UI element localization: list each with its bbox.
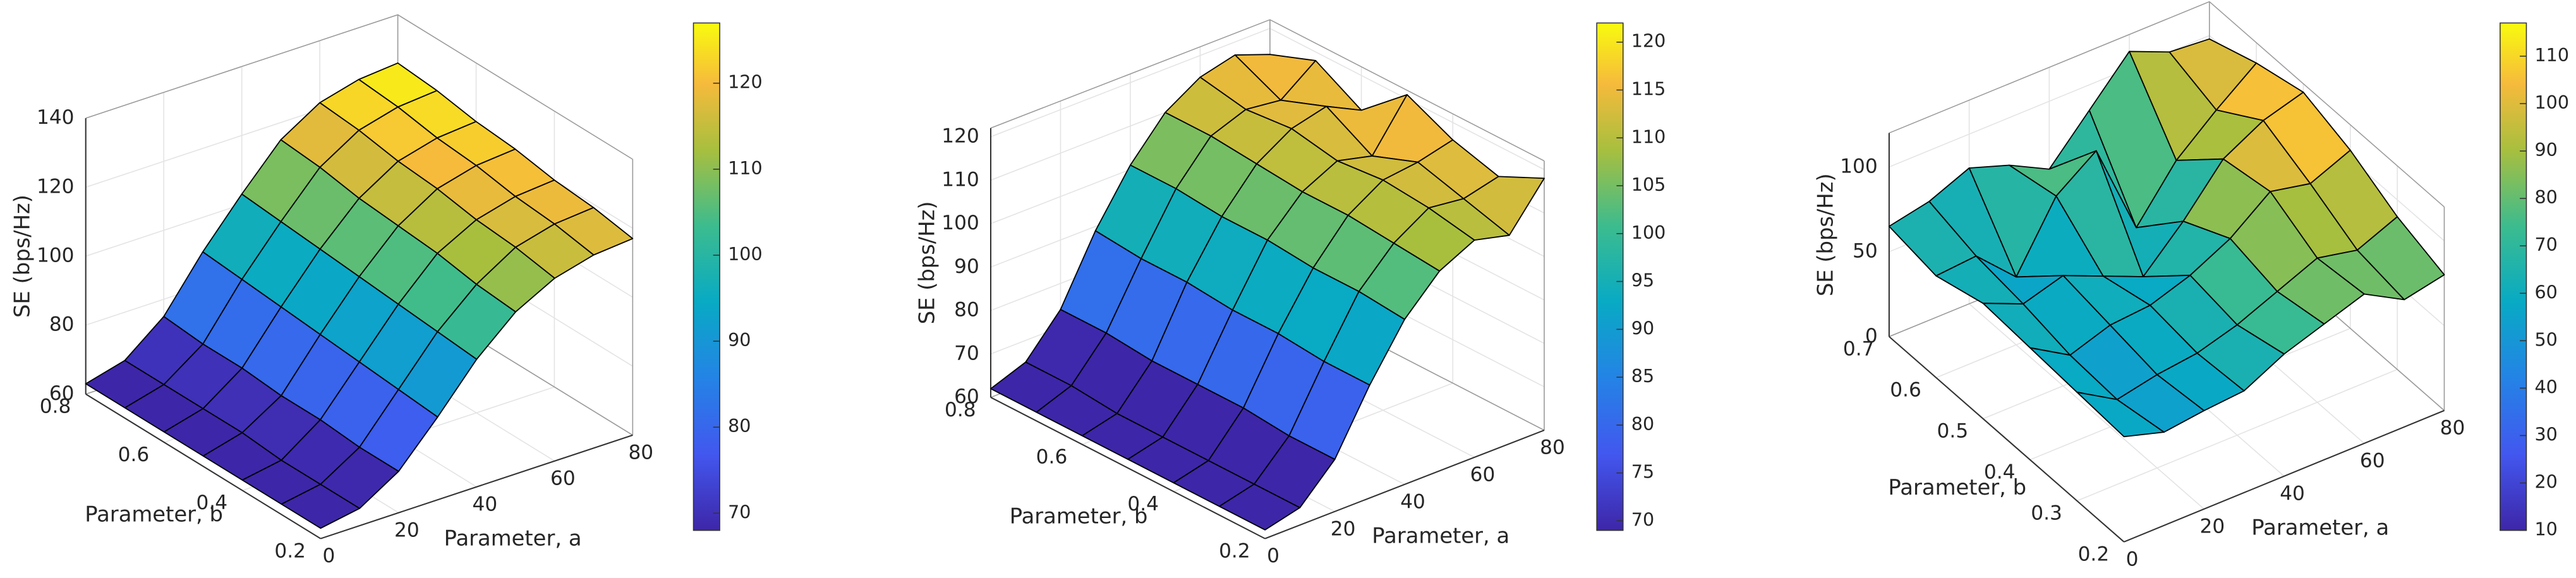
y-tick-label: 0.4 [1984,461,2016,484]
z-tick-label: 0 [1865,325,1878,347]
x-tick-label: 80 [2440,416,2465,439]
colorbar-tick-label: 70 [728,501,751,522]
surface-patch [2076,392,2165,438]
y-tick-label: 0.8 [40,395,71,418]
colorbar [692,22,720,531]
y-axis-label: Parameter, b [1010,503,1148,528]
colorbar-tick-label: 90 [2534,139,2557,160]
x-tick-label: 20 [394,519,420,541]
z-axis-label: SE (bps/Hz) [9,195,34,318]
x-tick-label: 40 [2280,482,2305,505]
x-axis-label: Parameter, a [1372,524,1509,548]
colorbar-tick-label: 70 [2534,234,2557,255]
z-tick-label: 90 [954,255,979,278]
y-tick-label: 0.4 [1127,493,1159,515]
colorbar-tick-label: 20 [2534,471,2557,493]
colorbar-tick-label: 110 [728,157,763,179]
colorbar-tick-label: 95 [1631,270,1654,291]
x-tick-label: 40 [473,493,498,515]
colorbar-tick-label: 50 [2534,328,2557,350]
y-tick-label: 0.4 [197,491,228,514]
colorbar-tick-label: 80 [1631,413,1654,435]
z-tick-label: 110 [941,168,979,191]
x-tick-label: 20 [2199,515,2225,538]
z-tick-label: 70 [954,342,979,364]
x-tick-label: 80 [1540,437,1565,459]
colorbar-tick-label: 105 [1631,174,1666,195]
z-tick-label: 80 [954,299,979,322]
colorbar-tick-label: 110 [1631,126,1666,147]
y-tick-label: 0.3 [2031,502,2062,525]
z-tick-label: 50 [1853,240,1878,263]
y-tick-label: 0.2 [274,539,306,562]
x-tick-label: 0 [1267,545,1279,567]
colorbar-tick-label: 90 [728,329,751,351]
colorbar-tick-label: 80 [2534,186,2557,208]
x-tick-label: 60 [550,467,576,490]
colorbar-tick-label: 100 [728,243,763,265]
colorbar [1596,22,1624,531]
colorbar-tick-label: 75 [1631,461,1654,483]
y-tick-label: 0.2 [1219,539,1250,562]
y-tick-label: 0.8 [945,399,976,421]
colorbar-tick-label: 90 [1631,317,1654,339]
z-tick-label: 120 [941,125,979,148]
z-tick-label: 120 [37,175,75,198]
x-axis-label: Parameter, a [2251,515,2389,540]
colorbar-tick-label: 30 [2534,423,2557,445]
colorbar-tick-label: 100 [1631,222,1666,243]
x-tick-label: 0 [2126,548,2139,570]
y-tick-label: 0.2 [2078,543,2110,566]
z-axis-label: SE (bps/Hz) [915,201,940,324]
axis-line [1264,430,1545,539]
y-tick-label: 0.5 [1937,420,1969,443]
axis-line [320,434,633,539]
z-tick-label: 60 [954,385,979,408]
axis-line [990,397,1266,539]
colorbar-tick-label: 115 [1631,78,1666,99]
z-tick-label: 100 [941,212,979,234]
x-tick-label: 40 [1400,490,1425,513]
z-tick-label: 100 [37,244,75,267]
axis-line [1889,336,2125,543]
colorbar-tick-label: 120 [728,71,763,93]
y-tick-label: 0.7 [1843,338,1875,361]
y-axis-label: Parameter, b [85,502,223,527]
axis-line [2124,409,2445,543]
z-tick-label: 80 [49,313,75,336]
y-tick-label: 0.6 [1036,445,1068,468]
colorbar-tick-label: 100 [2534,92,2569,113]
surface-patch [281,483,361,529]
x-axis-label: Parameter, a [444,526,582,550]
colorbar-tick-label: 110 [2534,44,2569,66]
colorbar-tick-label: 80 [728,415,751,437]
y-tick-label: 0.6 [118,443,150,466]
x-tick-label: 20 [1331,517,1356,540]
colorbar [2500,22,2527,531]
z-tick-label: 60 [49,382,75,405]
y-tick-label: 0.6 [1890,379,1921,402]
colorbar-tick-label: 70 [1631,509,1654,530]
x-tick-label: 60 [1470,464,1496,486]
x-tick-label: 0 [323,545,336,567]
surface-patch [1218,483,1301,531]
z-axis-label: SE (bps/Hz) [1813,173,1838,296]
colorbar-tick-label: 120 [1631,30,1666,52]
x-tick-label: 80 [628,441,653,464]
colorbar-tick-label: 85 [1631,365,1654,387]
colorbar-tick-label: 10 [2534,519,2557,540]
y-axis-label: Parameter, b [1888,475,2026,500]
z-tick-label: 140 [37,106,75,129]
x-tick-label: 60 [2360,449,2385,472]
z-tick-label: 100 [1840,155,1878,178]
axis-line [85,393,321,539]
colorbar-tick-label: 40 [2534,376,2557,397]
colorbar-tick-label: 60 [2534,281,2557,303]
